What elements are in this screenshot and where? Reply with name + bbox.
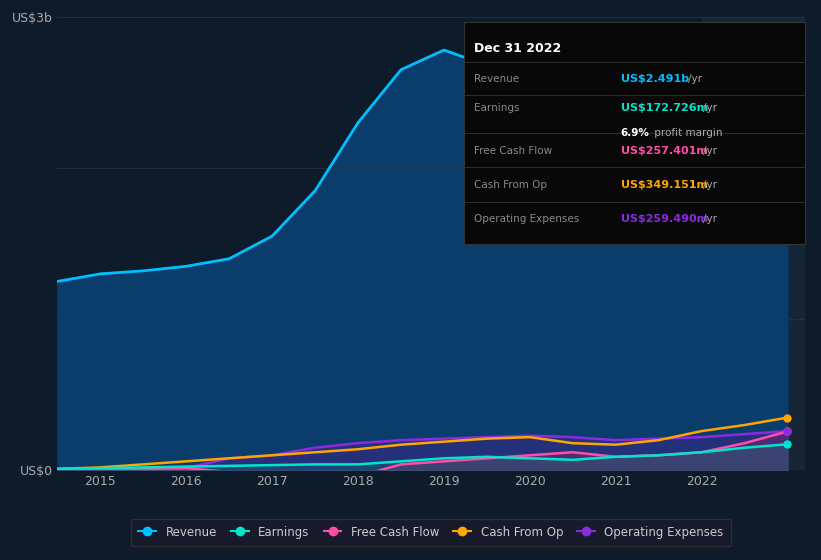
Text: 6.9%: 6.9% bbox=[621, 128, 649, 138]
Text: /yr: /yr bbox=[703, 102, 717, 113]
Text: /yr: /yr bbox=[703, 180, 717, 190]
Text: Dec 31 2022: Dec 31 2022 bbox=[474, 43, 562, 55]
Text: US$172.726m: US$172.726m bbox=[621, 102, 708, 113]
Text: /yr: /yr bbox=[703, 146, 717, 156]
Bar bbox=[701, 17, 805, 470]
Text: US$259.490m: US$259.490m bbox=[621, 214, 708, 224]
Text: profit margin: profit margin bbox=[650, 128, 722, 138]
Text: /yr: /yr bbox=[688, 74, 702, 84]
Text: US$2.491b: US$2.491b bbox=[621, 74, 689, 84]
Text: US$257.401m: US$257.401m bbox=[621, 146, 708, 156]
Text: Earnings: Earnings bbox=[474, 102, 520, 113]
Text: Operating Expenses: Operating Expenses bbox=[474, 214, 580, 224]
Text: /yr: /yr bbox=[703, 214, 717, 224]
Legend: Revenue, Earnings, Free Cash Flow, Cash From Op, Operating Expenses: Revenue, Earnings, Free Cash Flow, Cash … bbox=[131, 519, 731, 546]
Text: Revenue: Revenue bbox=[474, 74, 519, 84]
Text: Free Cash Flow: Free Cash Flow bbox=[474, 146, 553, 156]
Text: US$349.151m: US$349.151m bbox=[621, 180, 708, 190]
Text: Cash From Op: Cash From Op bbox=[474, 180, 547, 190]
